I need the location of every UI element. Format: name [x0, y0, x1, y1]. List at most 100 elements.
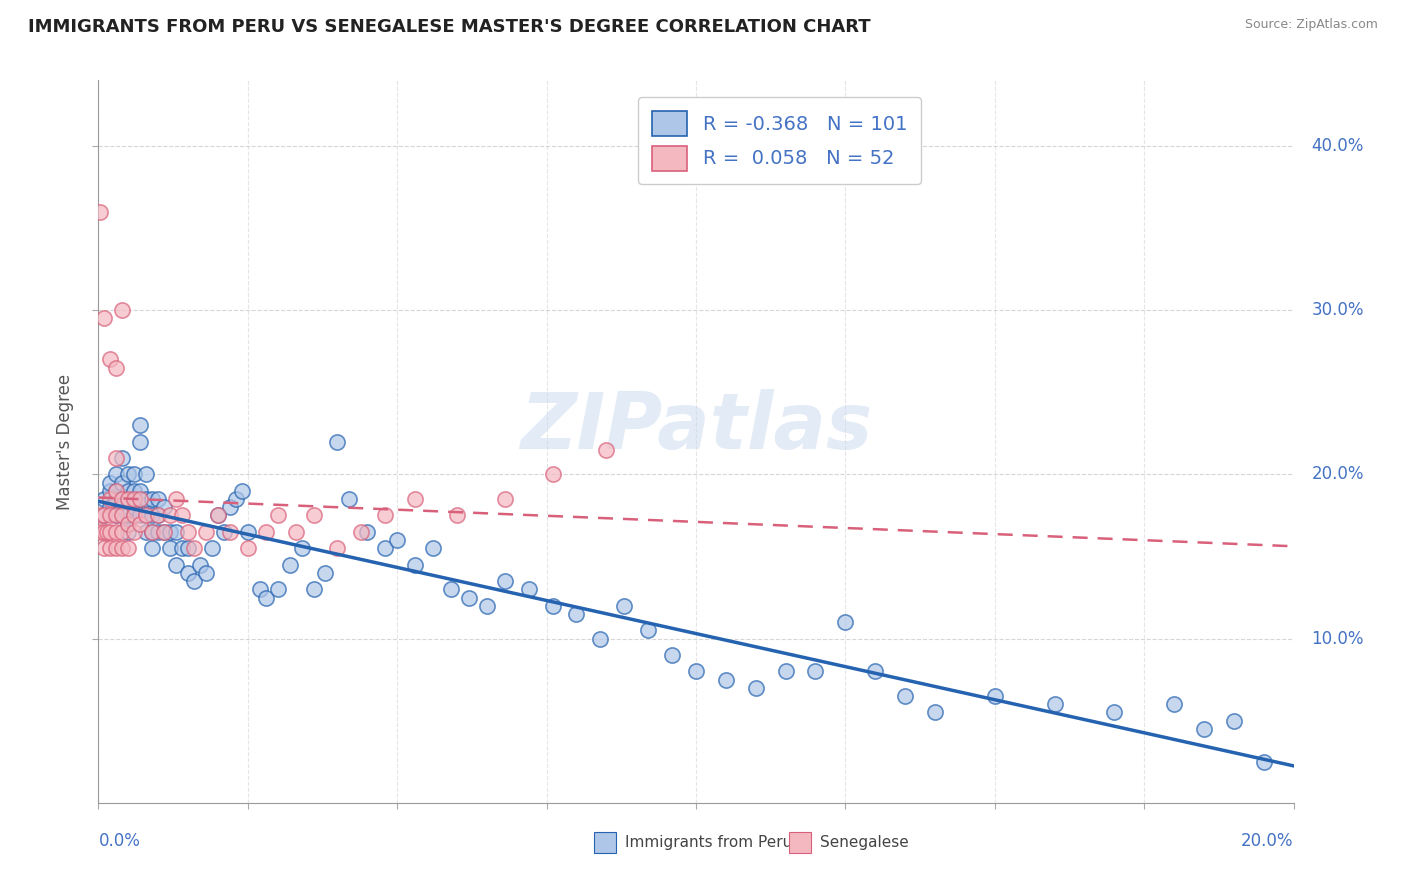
Point	[105, 483, 128, 498]
Point	[1163, 698, 1185, 712]
Point	[148, 508, 170, 523]
Point	[135, 524, 157, 539]
Point	[159, 508, 181, 523]
Point	[595, 442, 617, 457]
Point	[188, 558, 211, 572]
Point	[201, 541, 224, 556]
Point	[111, 491, 134, 506]
Point	[148, 491, 170, 506]
Point	[745, 681, 768, 695]
Point	[714, 673, 737, 687]
Point	[105, 491, 128, 506]
Point	[865, 665, 887, 679]
Point	[124, 508, 146, 523]
Point	[541, 599, 564, 613]
Point	[219, 524, 242, 539]
Point	[924, 706, 946, 720]
Point	[326, 434, 349, 449]
Point	[124, 500, 146, 515]
Point	[129, 483, 152, 498]
Point	[111, 508, 134, 523]
Point	[111, 500, 134, 515]
Point	[404, 491, 426, 506]
Text: Source: ZipAtlas.com: Source: ZipAtlas.com	[1244, 18, 1378, 31]
Point	[374, 541, 396, 556]
Point	[589, 632, 612, 646]
Point	[135, 508, 157, 523]
Point	[1104, 706, 1126, 720]
Text: 0.0%: 0.0%	[98, 831, 141, 850]
Legend: R = -0.368   N = 101, R =  0.058   N = 52: R = -0.368 N = 101, R = 0.058 N = 52	[638, 97, 921, 184]
Point	[207, 508, 229, 523]
Point	[894, 689, 917, 703]
Point	[129, 508, 152, 523]
Point	[207, 508, 229, 523]
Point	[117, 483, 139, 498]
Point	[302, 508, 325, 523]
Point	[350, 524, 373, 539]
Point	[98, 483, 122, 498]
Point	[446, 508, 468, 523]
Point	[165, 558, 187, 572]
Point	[165, 491, 187, 506]
Bar	[789, 832, 811, 853]
Point	[105, 524, 128, 539]
Bar	[595, 832, 616, 853]
Point	[315, 566, 337, 580]
Point	[278, 558, 301, 572]
Point	[284, 524, 307, 539]
Point	[249, 582, 271, 597]
Point	[124, 508, 146, 523]
Point	[613, 599, 636, 613]
Point	[96, 524, 118, 539]
Point	[1223, 714, 1246, 728]
Point	[356, 524, 378, 539]
Point	[172, 508, 194, 523]
Point	[141, 524, 163, 539]
Point	[225, 491, 247, 506]
Point	[159, 541, 181, 556]
Point	[565, 607, 588, 621]
Point	[105, 483, 128, 498]
Point	[183, 541, 205, 556]
Point	[111, 541, 134, 556]
Point	[93, 508, 115, 523]
Point	[98, 508, 122, 523]
Point	[129, 418, 152, 433]
Point	[212, 524, 235, 539]
Point	[440, 582, 463, 597]
Point	[105, 360, 128, 375]
Point	[984, 689, 1007, 703]
Point	[422, 541, 444, 556]
Point	[124, 491, 146, 506]
Point	[129, 516, 152, 531]
Point	[135, 508, 157, 523]
Point	[129, 491, 152, 506]
Point	[98, 524, 122, 539]
Point	[111, 508, 134, 523]
Point	[93, 311, 115, 326]
Point	[117, 508, 139, 523]
Point	[129, 434, 152, 449]
Point	[124, 483, 146, 498]
Text: 30.0%: 30.0%	[1312, 301, 1364, 319]
Point	[98, 352, 122, 367]
Point	[637, 624, 659, 638]
Point	[111, 303, 134, 318]
Point	[254, 524, 277, 539]
Point	[111, 450, 134, 465]
Point	[254, 591, 277, 605]
Point	[291, 541, 314, 556]
Point	[494, 491, 516, 506]
Point	[339, 491, 361, 506]
Point	[177, 524, 200, 539]
Point	[159, 524, 181, 539]
Point	[141, 508, 163, 523]
Point	[93, 491, 115, 506]
Point	[195, 524, 218, 539]
Point	[775, 665, 797, 679]
Y-axis label: Master's Degree: Master's Degree	[56, 374, 75, 509]
Point	[135, 467, 157, 482]
Point	[135, 491, 157, 506]
Point	[105, 467, 128, 482]
